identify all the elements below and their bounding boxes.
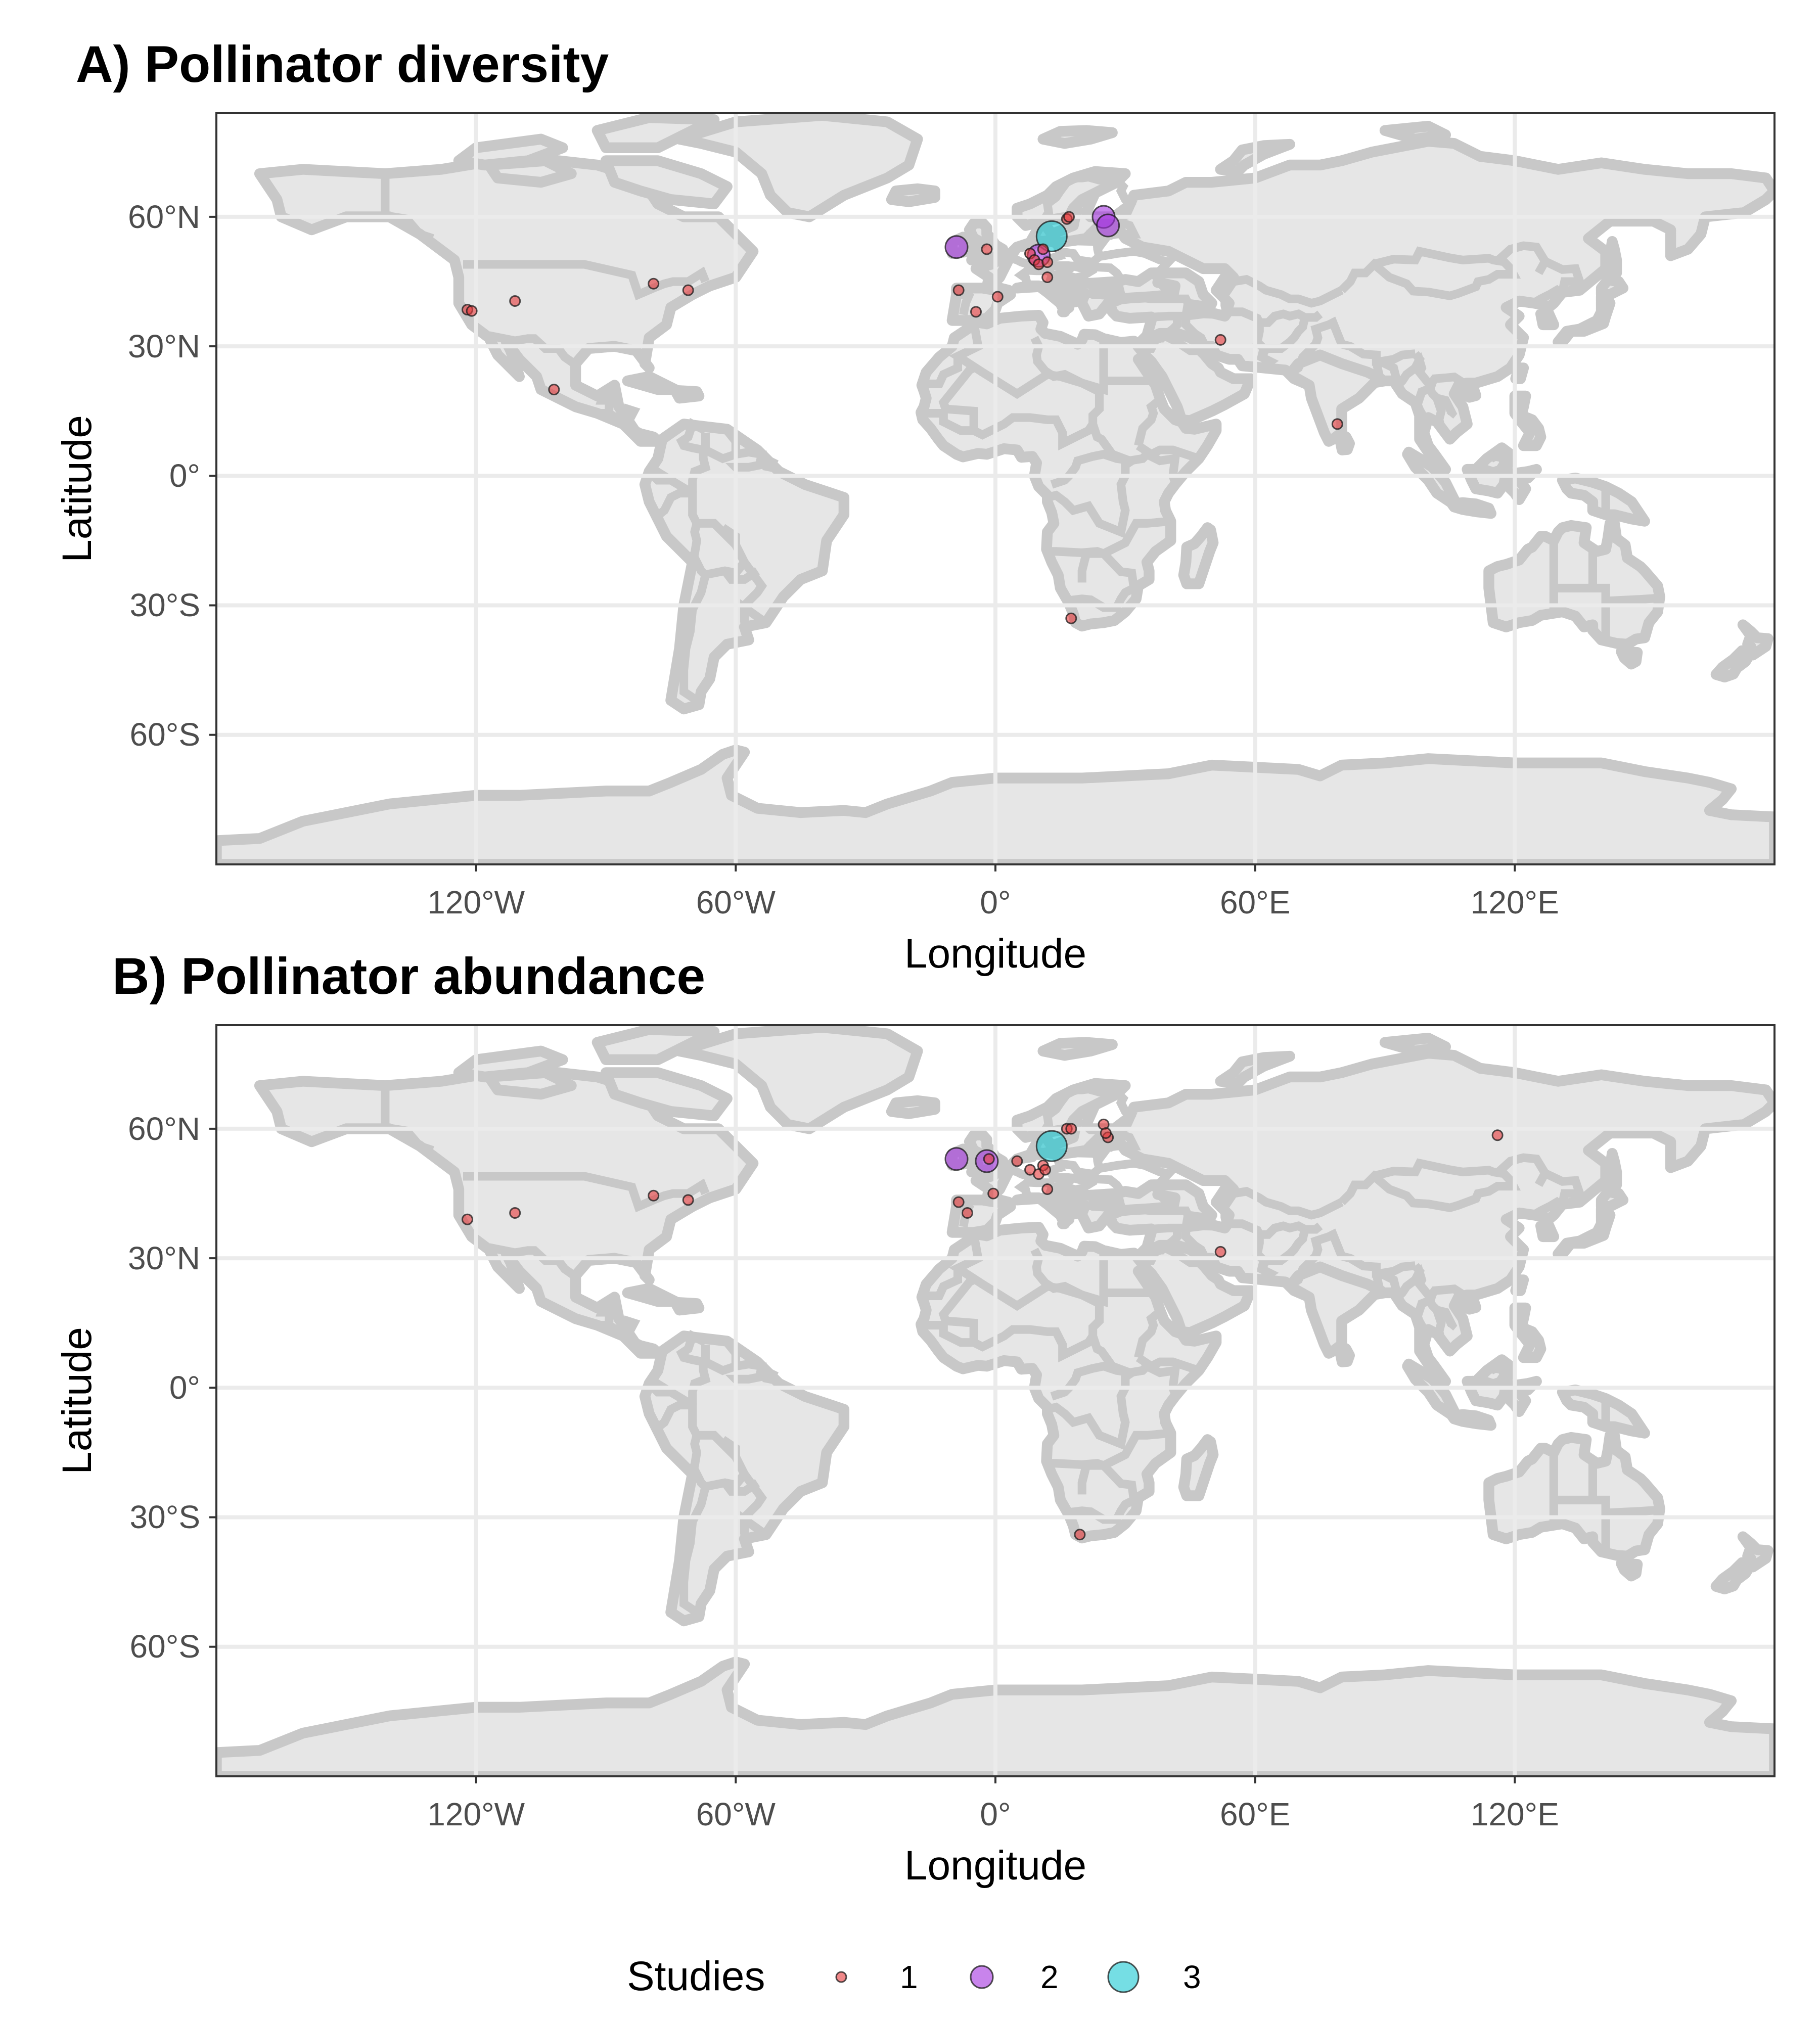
- legend-key-2: [970, 1965, 994, 1989]
- legend-symbol: [835, 1971, 847, 1983]
- x-axis-title: Longitude: [904, 931, 1086, 977]
- site-point: [1041, 271, 1054, 283]
- site-point: [462, 1213, 473, 1225]
- site-point: [509, 295, 521, 307]
- legend-title: Studies: [627, 1953, 765, 1999]
- site-point: [1041, 1183, 1054, 1195]
- y-tick-label: 0°: [169, 1369, 200, 1406]
- site-point: [648, 278, 660, 290]
- x-tick-label: 120°W: [427, 884, 525, 921]
- y-tick-label: 30°N: [128, 328, 200, 364]
- y-tick-label: 60°N: [128, 1111, 200, 1147]
- site-point: [1065, 1123, 1077, 1135]
- y-tick-label: 30°N: [128, 1240, 200, 1276]
- site-point: [991, 291, 1004, 303]
- site-point: [682, 1194, 694, 1206]
- legend-label-3: 3: [1183, 1959, 1201, 1995]
- x-tick-label: 60°W: [696, 1796, 776, 1832]
- site-point: [983, 1153, 995, 1165]
- y-axis-title: Latitude: [54, 415, 100, 563]
- site-point: [1041, 256, 1054, 268]
- y-tick-label: 30°S: [130, 587, 200, 623]
- panel-b-y-axis: 60°N 30°N 0° 30°S 60°S Latitude: [54, 1111, 216, 1665]
- site-point: [944, 235, 969, 259]
- site-point: [682, 284, 694, 296]
- x-tick-label: 120°E: [1471, 1796, 1559, 1832]
- legend-label-2: 2: [1040, 1959, 1059, 1995]
- site-point: [1214, 334, 1226, 346]
- legend: Studies 1 2 3: [627, 1953, 1201, 1999]
- site-point: [1100, 1127, 1112, 1139]
- site-point: [1331, 418, 1343, 430]
- panel-b-gridlines: [216, 1025, 1774, 1776]
- y-tick-label: 0°: [169, 457, 200, 494]
- y-axis-title: Latitude: [54, 1327, 100, 1475]
- panel-a-x-axis: 120°W 60°W 0° 60°E 120°E Longitude: [427, 864, 1559, 977]
- site-point: [1214, 1246, 1226, 1258]
- site-point: [1039, 1164, 1051, 1176]
- x-tick-label: 0°: [980, 884, 1011, 921]
- panel-a-gridlines: [216, 113, 1774, 864]
- x-tick-label: 0°: [980, 1796, 1011, 1832]
- site-point: [1491, 1129, 1504, 1141]
- site-point: [944, 1147, 969, 1171]
- site-point: [1035, 1130, 1068, 1162]
- legend-symbol: [1107, 1961, 1140, 1993]
- site-point: [1074, 1529, 1086, 1541]
- legend-key-1: [835, 1971, 847, 1983]
- panel-a: A) Pollinator diversity: [54, 35, 1776, 977]
- site-point: [548, 384, 560, 396]
- x-axis-title: Longitude: [904, 1843, 1086, 1889]
- panel-b: B) Pollinator abundance: [54, 947, 1776, 1889]
- site-point: [1096, 213, 1120, 238]
- x-tick-label: 60°E: [1220, 884, 1290, 921]
- site-point: [1065, 612, 1077, 624]
- x-tick-label: 120°E: [1471, 884, 1559, 921]
- site-point: [1063, 211, 1075, 223]
- x-tick-label: 120°W: [427, 1796, 525, 1832]
- x-tick-label: 60°E: [1220, 1796, 1290, 1832]
- site-point: [987, 1187, 999, 1200]
- site-point: [509, 1207, 521, 1219]
- legend-key-3: [1107, 1961, 1140, 1993]
- site-point: [952, 284, 965, 296]
- site-point: [466, 305, 478, 317]
- site-point: [961, 1207, 973, 1219]
- legend-label-1: 1: [900, 1959, 918, 1995]
- y-tick-label: 60°S: [130, 716, 200, 753]
- y-tick-label: 60°N: [128, 199, 200, 235]
- panel-a-points: [462, 205, 1343, 624]
- site-point: [981, 243, 993, 255]
- site-point: [970, 306, 982, 318]
- y-tick-label: 60°S: [130, 1628, 200, 1665]
- panel-a-y-axis: 60°N 30°N 0° 30°S 60°S Latitude: [54, 199, 216, 753]
- y-tick-label: 30°S: [130, 1499, 200, 1535]
- site-point: [648, 1189, 660, 1202]
- legend-symbol: [970, 1965, 994, 1989]
- panel-b-x-axis: 120°W 60°W 0° 60°E 120°E Longitude: [427, 1776, 1559, 1889]
- site-point: [952, 1196, 965, 1208]
- panel-b-points: [462, 1118, 1504, 1541]
- panel-a-title: A) Pollinator diversity: [76, 35, 609, 93]
- site-point: [1037, 243, 1049, 255]
- panel-b-title: B) Pollinator abundance: [112, 947, 705, 1005]
- x-tick-label: 60°W: [696, 884, 776, 921]
- site-point: [1011, 1155, 1023, 1167]
